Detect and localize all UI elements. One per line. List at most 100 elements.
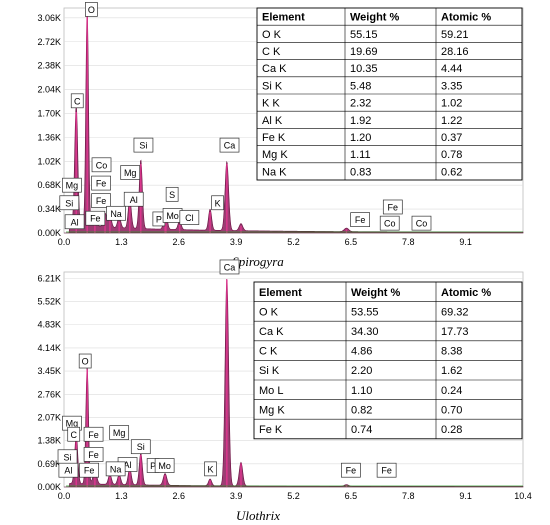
table-cell: Na K — [262, 166, 287, 178]
table-cell: 0.37 — [441, 132, 462, 144]
table-cell: 1.02 — [441, 98, 462, 110]
peak-label-box — [91, 175, 111, 191]
y-tick-label: 2.72K — [37, 37, 61, 47]
peak-label: Ca — [219, 137, 240, 153]
peak-label: K — [204, 461, 217, 477]
y-tick-label: 1.38K — [37, 436, 61, 446]
x-tick-label: 5.2 — [287, 237, 300, 247]
table-cell: 28.16 — [441, 46, 469, 58]
table-cell: 0.78 — [441, 149, 462, 161]
table-cell: 0.83 — [350, 166, 371, 178]
y-tick-label: 1.02K — [37, 156, 61, 166]
peak-label-box — [109, 425, 130, 440]
peak-label-text: Ca — [224, 141, 236, 151]
peak-label-text: Na — [110, 209, 122, 219]
table-cell: 53.55 — [351, 306, 379, 318]
x-tick-label: 10.4 — [514, 491, 532, 501]
peak-label: Fe — [91, 193, 111, 209]
peak-label-text: Si — [64, 452, 72, 462]
peak-label-text: O — [82, 357, 89, 367]
spirogyra-caption: Spirogyra — [232, 254, 284, 269]
peak-label-box — [211, 195, 224, 211]
peak-label: Fe — [382, 199, 403, 215]
table-cell: 1.20 — [350, 132, 371, 144]
table-cell: 0.70 — [441, 404, 462, 416]
peak-label-text: C — [70, 430, 77, 440]
table-cell: O K — [259, 306, 279, 318]
table-cell: 5.48 — [350, 80, 371, 92]
peak-label-text: Al — [130, 195, 138, 205]
table-cell: K K — [262, 98, 280, 110]
peak-label-text: Al — [124, 460, 132, 470]
x-tick-label: 3.9 — [230, 237, 243, 247]
peak-label: C — [67, 426, 81, 442]
table-cell: 55.15 — [350, 29, 378, 41]
table-cell: 1.92 — [350, 115, 371, 127]
peak-label: Fe — [350, 212, 370, 227]
table-header-cell: Element — [259, 287, 302, 299]
table-cell: Si K — [259, 365, 280, 377]
peak-label: O — [78, 353, 92, 369]
table-header-cell: Atomic % — [441, 287, 491, 299]
peak-label: Si — [133, 137, 154, 153]
peak-label-text: Mo — [158, 461, 171, 471]
peak-label-text: C — [74, 96, 81, 106]
y-tick-label: 1.70K — [37, 108, 61, 118]
peak-label-box — [341, 462, 361, 478]
peak-label-text: Fe — [90, 214, 101, 224]
y-tick-label: 4.83K — [37, 320, 61, 330]
peak-label: Co — [379, 215, 400, 231]
peak-label-text: Mg — [113, 428, 126, 438]
peak-label-text: K — [215, 198, 221, 208]
peak-label-box — [376, 462, 397, 478]
table-header-cell: Weight % — [351, 287, 401, 299]
peak-label: K — [211, 195, 224, 211]
composition-table: Element Weight % Atomic % O K 53.55 69.32 Ca K… — [253, 281, 523, 440]
y-tick-label: 0.68K — [37, 180, 61, 190]
table-cell: Al K — [262, 115, 283, 127]
peak-label-box — [219, 137, 240, 153]
table-cell: Mg K — [262, 149, 288, 161]
table-cell: 8.38 — [441, 346, 462, 358]
peak-label: Co — [411, 215, 432, 231]
peak-label: Ca — [219, 259, 240, 275]
table-cell: Fe K — [262, 132, 286, 144]
x-tick-label: 6.5 — [345, 491, 358, 501]
peak-label-text: Fe — [388, 202, 399, 212]
peak-label-text: Fe — [381, 466, 392, 476]
table-cell: Fe K — [259, 424, 283, 436]
table-cell: 1.22 — [441, 115, 462, 127]
peak-label-box — [379, 215, 400, 231]
peak-label: Si — [57, 449, 78, 465]
y-tick-label: 0.00K — [37, 482, 61, 492]
peak-label-text: Al — [71, 217, 79, 227]
peak-label-text: Ca — [224, 262, 236, 272]
x-tick-label: 9.1 — [459, 237, 472, 247]
table-cell: O K — [262, 29, 282, 41]
peak-label-text: Si — [137, 442, 145, 452]
peak-label-box — [204, 461, 217, 477]
table-cell: 0.74 — [351, 424, 372, 436]
peak-label-box — [123, 191, 144, 207]
y-tick-label: 5.52K — [37, 297, 61, 307]
peak-label: Fe — [85, 210, 106, 226]
table-cell: 59.21 — [441, 29, 469, 41]
peak-label-text: Co — [416, 219, 428, 229]
peak-label: Fe — [79, 462, 100, 478]
table-cell: 4.44 — [441, 63, 462, 75]
peak-label-box — [91, 193, 111, 209]
x-tick-label: 7.8 — [402, 491, 415, 501]
table-cell: 2.32 — [350, 98, 371, 110]
peak-label-box — [67, 426, 81, 442]
y-tick-label: 0.34K — [37, 204, 61, 214]
spirogyra-eds-chart: 0.00K0.34K0.68K1.02K1.36K1.70K2.04K2.38K… — [37, 2, 524, 247]
peak-label-box — [79, 462, 100, 478]
peak-label-box — [154, 458, 175, 473]
peak-label: Al — [64, 214, 85, 230]
table-cell: C K — [262, 46, 281, 58]
table-cell: 0.82 — [351, 404, 372, 416]
peak-label-box — [62, 177, 82, 193]
y-tick-label: 3.06K — [37, 13, 61, 23]
table-cell: 1.62 — [441, 365, 462, 377]
